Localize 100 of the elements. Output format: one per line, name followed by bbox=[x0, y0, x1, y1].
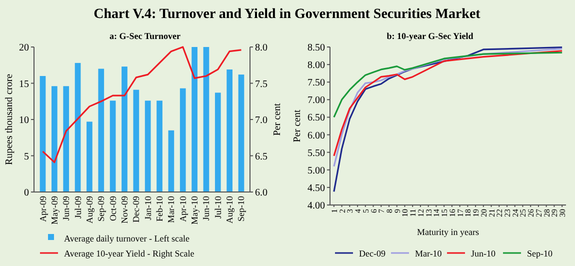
y-tick-label: 4.50 bbox=[308, 182, 325, 194]
x-tick-label: Jun-10 bbox=[201, 196, 212, 220]
x-tick-label: 9 bbox=[392, 209, 402, 213]
y-tick-label: 5 bbox=[24, 151, 29, 162]
y-tick-label: 20 bbox=[19, 42, 29, 54]
y-tick-label: 10 bbox=[19, 115, 29, 126]
bar bbox=[98, 68, 104, 192]
x-tick-label: 24 bbox=[510, 209, 520, 217]
x-tick-label: 8 bbox=[385, 209, 394, 213]
legend-label: Sep-10 bbox=[527, 248, 553, 258]
x-tick-label: 30 bbox=[558, 209, 568, 217]
line-series bbox=[333, 52, 563, 118]
x-tick-label: 10 bbox=[400, 209, 410, 217]
bar bbox=[192, 47, 198, 192]
y2-tick-label: 6.5 bbox=[255, 151, 268, 162]
y2-axis-title: Per cent bbox=[272, 103, 283, 136]
x-tick-label: Aug-09 bbox=[84, 196, 94, 224]
x-tick-label: Jan-10 bbox=[142, 196, 153, 220]
x-tick-label: Nov-09 bbox=[119, 196, 130, 224]
bar bbox=[133, 90, 140, 192]
x-tick-label: 20 bbox=[479, 209, 488, 217]
x-tick-label: 12 bbox=[416, 209, 426, 217]
x-tick-label: 1 bbox=[330, 209, 339, 213]
y-tick-label: 15 bbox=[19, 78, 29, 90]
bar bbox=[74, 62, 81, 192]
x-tick-label: Sep-10 bbox=[236, 196, 246, 222]
bar bbox=[226, 69, 232, 192]
legend-label: Average daily turnover - Left scale bbox=[64, 234, 190, 244]
x-tick-label: 5 bbox=[361, 209, 370, 213]
x-tick-label: Sep-09 bbox=[96, 196, 106, 222]
bar bbox=[203, 47, 210, 192]
y-tick-label: 7.00 bbox=[308, 95, 325, 106]
x-tick-label: Aug-10 bbox=[224, 196, 235, 224]
bar bbox=[40, 76, 46, 192]
x-tick-label: 16 bbox=[448, 209, 457, 217]
legend-label: Dec-09 bbox=[359, 248, 386, 258]
x-tick-label: 2 bbox=[338, 209, 347, 213]
bar bbox=[110, 100, 116, 192]
x-tick-label: 6 bbox=[369, 209, 378, 213]
line-series bbox=[42, 46, 242, 164]
bar bbox=[214, 92, 221, 192]
x-tick-label: 26 bbox=[526, 209, 536, 217]
chart-subtitle: b: 10-year G-Sec Yield bbox=[386, 31, 474, 41]
y-tick-label: 6.00 bbox=[308, 130, 325, 142]
x-tick-label: 28 bbox=[542, 209, 552, 217]
x-tick-label: Mar-10 bbox=[166, 196, 176, 223]
bar bbox=[238, 74, 244, 192]
text: Chart V.4: Turnover and Yield in Government Securities Market bbox=[94, 7, 481, 22]
y-tick-label: 6.50 bbox=[308, 112, 325, 124]
bar bbox=[63, 86, 70, 192]
x-tick-label: 17 bbox=[456, 209, 465, 217]
x-tick-label: 29 bbox=[550, 209, 560, 217]
y-tick-label: 8.50 bbox=[308, 42, 325, 54]
bar bbox=[156, 100, 162, 192]
y-axis-title: Per cent bbox=[292, 110, 303, 142]
x-tick-label: 3 bbox=[346, 209, 355, 213]
legend-label: Average 10-year Yield - Right Scale bbox=[64, 248, 194, 258]
bar bbox=[52, 86, 58, 192]
y-tick-label: 5.50 bbox=[308, 148, 325, 159]
x-tick-label: Apr-09 bbox=[38, 196, 48, 222]
x-tick-label: Jun-09 bbox=[61, 196, 72, 220]
y-axis-title: Rupees thousand crore bbox=[4, 73, 15, 166]
x-tick-label: 7 bbox=[377, 209, 386, 213]
legend-label: Jun-10 bbox=[471, 248, 496, 258]
bar bbox=[144, 100, 151, 192]
chart-subtitle: a: G-Sec Turnover bbox=[110, 31, 181, 41]
x-tick-label: 23 bbox=[503, 209, 512, 217]
x-tick-label: 22 bbox=[495, 209, 504, 217]
y-tick-label: 0 bbox=[24, 188, 29, 198]
x-tick-label: 25 bbox=[518, 209, 528, 217]
x-tick-label: 15 bbox=[440, 209, 450, 217]
x-tick-label: 27 bbox=[534, 209, 544, 217]
x-tick-label: 4 bbox=[354, 209, 363, 213]
y2-tick-label: 7.0 bbox=[255, 115, 268, 126]
x-tick-label: Feb-10 bbox=[154, 196, 165, 222]
x-tick-label: 21 bbox=[487, 209, 496, 217]
x-tick-label: 13 bbox=[424, 209, 434, 217]
x-tick-label: 11 bbox=[408, 209, 418, 217]
bar bbox=[180, 88, 186, 192]
bar bbox=[168, 130, 174, 192]
y-tick-label: 8.00 bbox=[308, 60, 325, 72]
x-tick-label: Jul-09 bbox=[72, 196, 83, 218]
bar bbox=[122, 66, 128, 192]
y2-tick-label: 8.0 bbox=[255, 42, 268, 54]
x-tick-label: May-09 bbox=[49, 196, 60, 224]
x-axis-title: Maturity in years bbox=[417, 227, 480, 237]
line-series bbox=[333, 46, 563, 192]
y-tick-label: 4.00 bbox=[308, 200, 325, 212]
x-tick-label: Apr-10 bbox=[178, 196, 188, 222]
x-tick-label: Jul-10 bbox=[212, 196, 223, 218]
x-tick-label: Oct-09 bbox=[108, 196, 118, 221]
x-tick-label: 19 bbox=[472, 209, 481, 217]
x-tick-label: 14 bbox=[432, 209, 442, 217]
y2-tick-label: 6.0 bbox=[255, 188, 268, 198]
y-tick-label: 7.50 bbox=[308, 78, 325, 89]
bar bbox=[86, 122, 92, 192]
legend-label: Mar-10 bbox=[415, 248, 442, 258]
y-tick-label: 5.00 bbox=[308, 165, 325, 176]
y2-tick-label: 7.5 bbox=[255, 78, 268, 90]
x-tick-label: Dec-09 bbox=[131, 196, 142, 222]
